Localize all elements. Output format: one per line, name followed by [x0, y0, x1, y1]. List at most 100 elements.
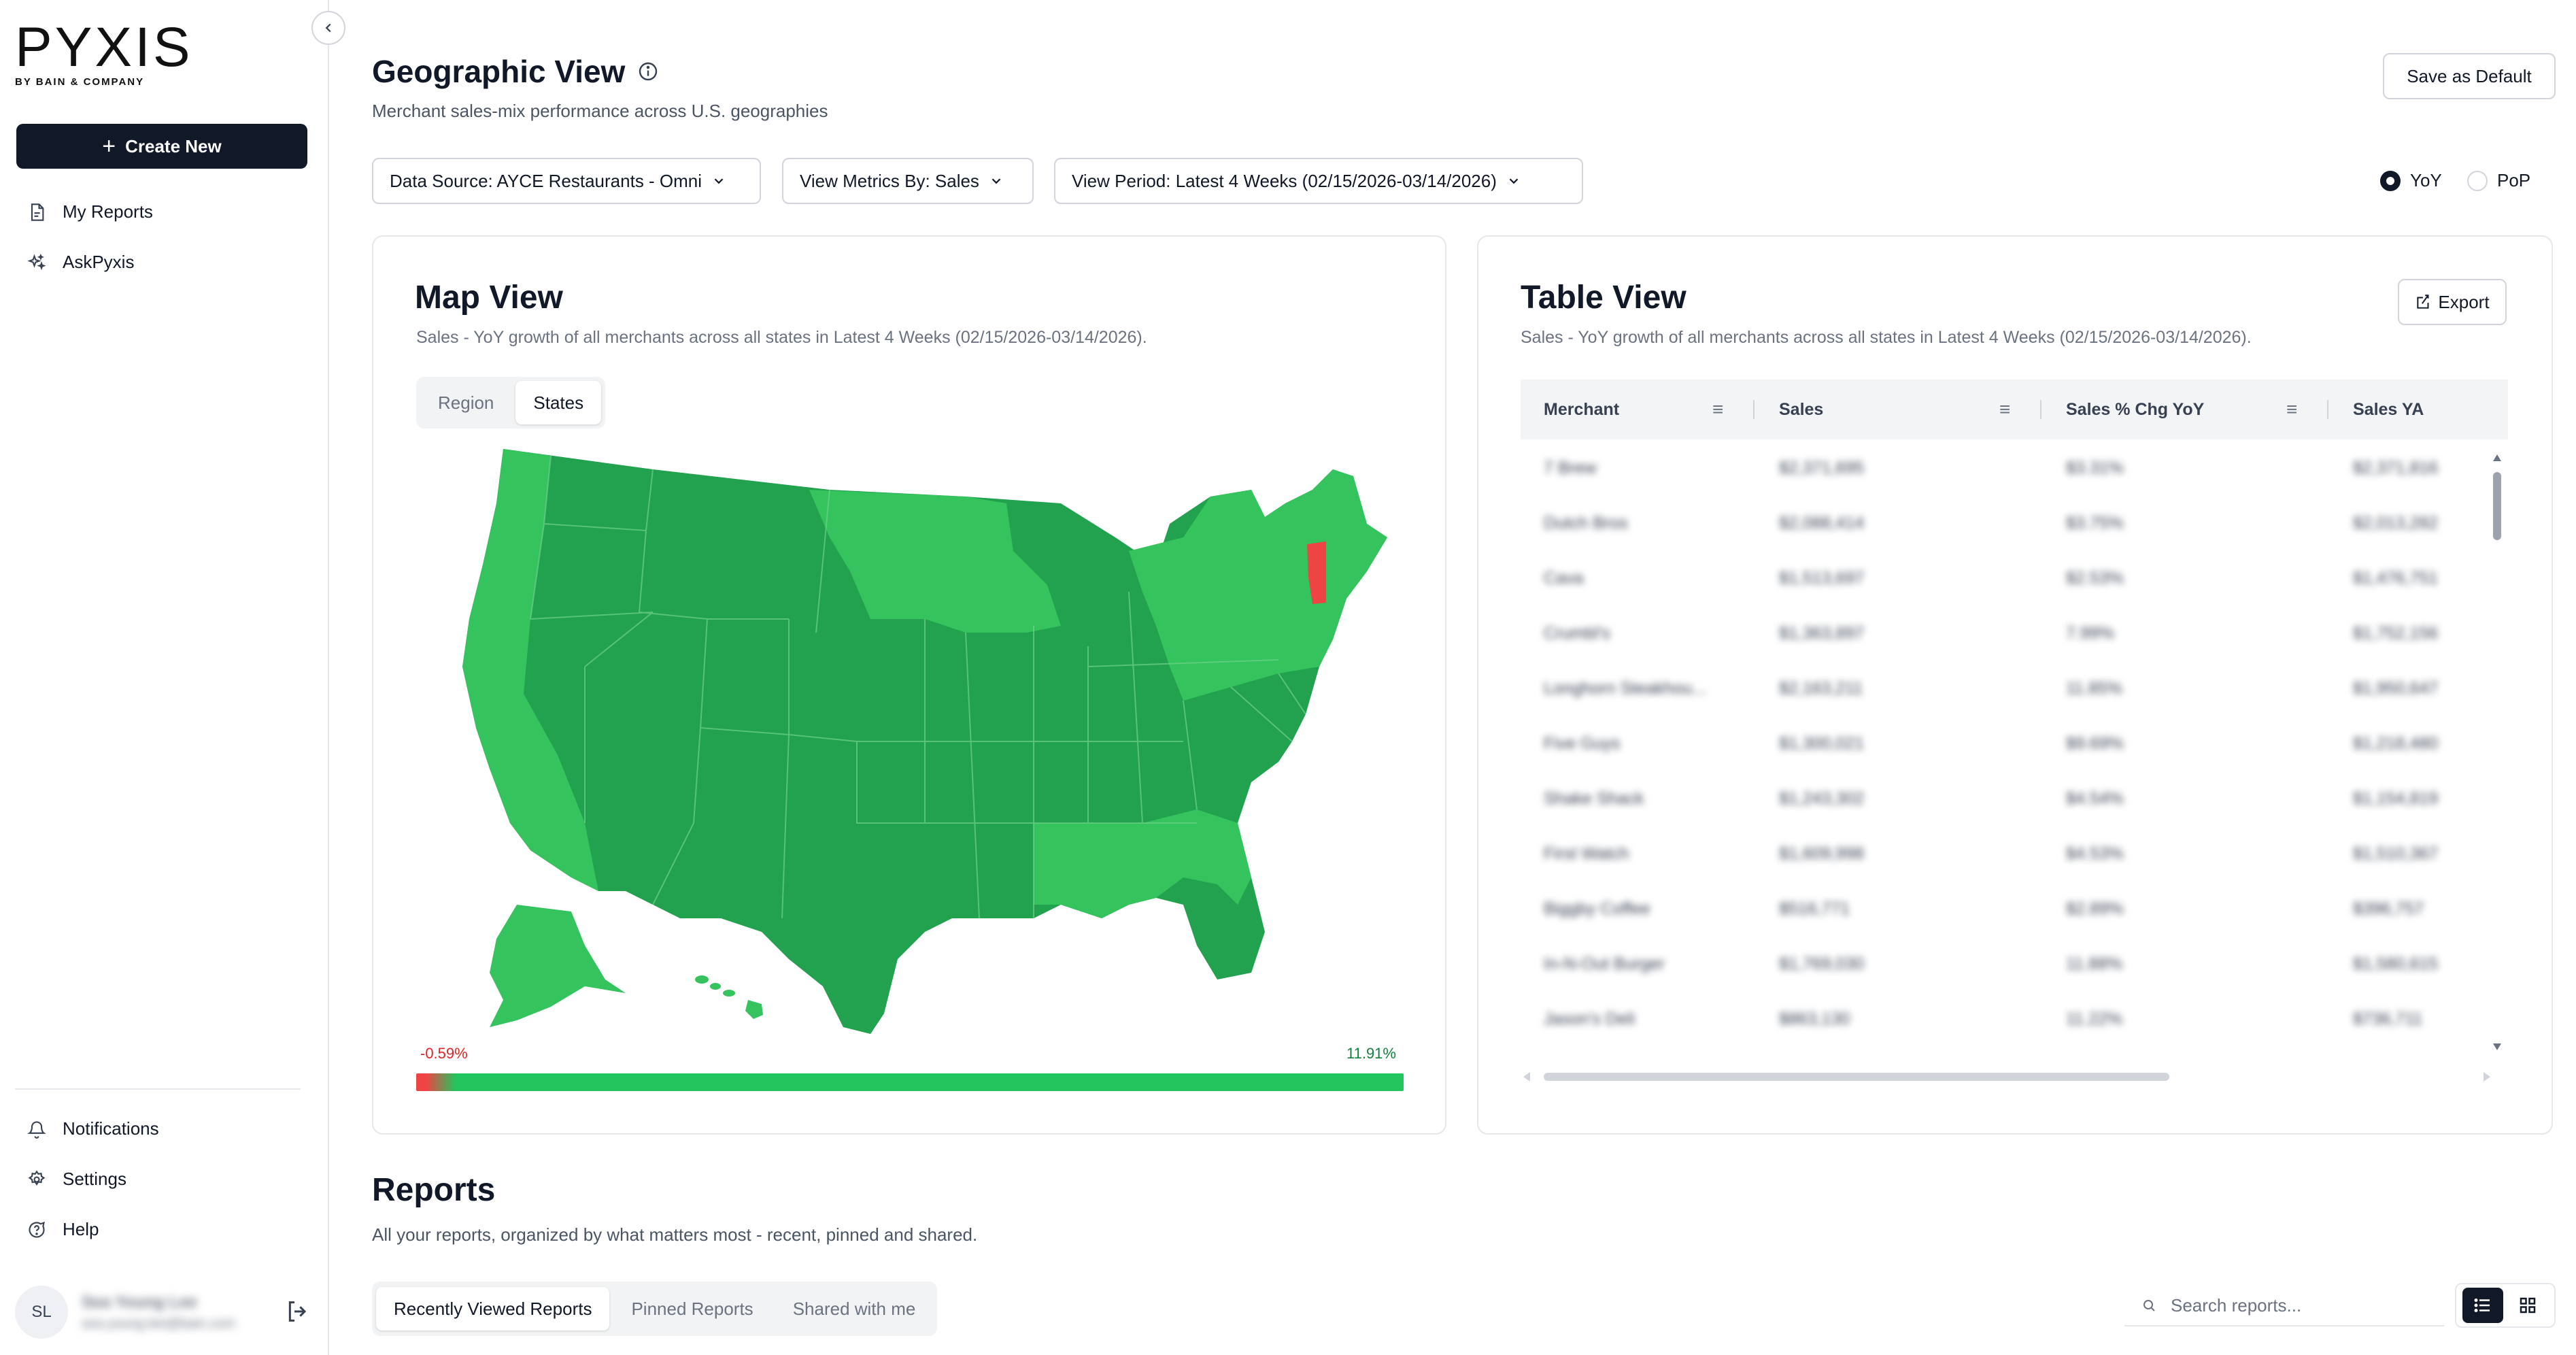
- data-source-select[interactable]: Data Source: AYCE Restaurants - Omni: [372, 158, 761, 204]
- report-icon: [31, 203, 44, 221]
- table-cell: First Watch: [1544, 844, 1629, 863]
- table-row[interactable]: Dutch Bros $2,088,414 $3.75% $2,013,282: [1521, 497, 2493, 552]
- radio-yoy[interactable]: YoY: [2380, 170, 2442, 191]
- map-view-title: Map View: [415, 280, 563, 316]
- create-new-label: Create New: [125, 135, 222, 156]
- table-row[interactable]: Biggby Coffee $516,771 $2.89% $396,757: [1521, 883, 2493, 938]
- column-header-sales-ya[interactable]: Sales YA: [2353, 399, 2424, 419]
- table-row[interactable]: 7 Brew $2,371,695 $3.31% $2,371,816: [1521, 442, 2493, 497]
- table-cell: $396,757: [2353, 899, 2424, 918]
- us-states-map[interactable]: [449, 442, 1408, 1041]
- table-cell: $2,371,695: [1779, 458, 1865, 478]
- table-row[interactable]: Crumbl's $1,363,897 7.99% $1,752,156: [1521, 607, 2493, 663]
- table-cell: $1,154,819: [2353, 789, 2439, 808]
- column-menu-icon[interactable]: ≡: [1712, 399, 1724, 420]
- sidebar-item-settings[interactable]: Settings: [27, 1169, 126, 1190]
- table-cell: $736,711: [2353, 1009, 2423, 1028]
- create-new-button[interactable]: + Create New: [16, 124, 307, 169]
- export-label: Export: [2438, 291, 2490, 312]
- grid-view-button[interactable]: [2507, 1288, 2548, 1323]
- table-cell: $1,300,021: [1779, 734, 1865, 753]
- table-cell: $2,371,816: [2353, 458, 2439, 478]
- view-period-value: View Period: Latest 4 Weeks (02/15/2026-…: [1072, 170, 1497, 191]
- table-cell: In-N-Out Burger: [1544, 954, 1665, 973]
- table-cell: $1,950,647: [2353, 679, 2439, 698]
- legend-color-bar: [416, 1073, 1404, 1091]
- table-row[interactable]: Five Guys $1,300,021 $9.69% $1,218,480: [1521, 718, 2493, 773]
- sidebar-item-notifications[interactable]: Notifications: [27, 1118, 159, 1139]
- table-row[interactable]: Longhorn Steakhou... $2,163,211 11.85% $1,9…: [1521, 663, 2493, 718]
- table-cell: $1,609,998: [1779, 844, 1865, 863]
- tab-region[interactable]: Region: [438, 392, 494, 413]
- list-view-button[interactable]: [2462, 1288, 2503, 1323]
- table-cell: $3.75%: [2066, 514, 2124, 533]
- state-borders: [530, 455, 1306, 919]
- logo-word: PYXIS: [15, 16, 193, 78]
- page-title: Geographic View: [372, 53, 659, 90]
- table-cell: $4.53%: [2066, 844, 2124, 863]
- info-icon[interactable]: [637, 61, 659, 82]
- export-button[interactable]: Export: [2398, 279, 2507, 325]
- sidebar-item-help[interactable]: Help: [27, 1219, 99, 1240]
- chevron-down-icon: [1509, 178, 1519, 184]
- logo-sub: BY BAIN & COMPANY: [15, 76, 145, 88]
- collapse-sidebar-button[interactable]: [311, 11, 345, 45]
- table-row[interactable]: First Watch $1,609,998 $4.53% $1,510,367: [1521, 828, 2493, 883]
- gear-icon: [28, 1169, 46, 1186]
- column-menu-icon[interactable]: ≡: [2286, 399, 2298, 420]
- table-row[interactable]: In-N-Out Burger $1,769,030 11.88% $1,580,61…: [1521, 938, 2493, 993]
- table-cell: $1,752,156: [2353, 624, 2439, 643]
- table-cell: $1,243,302: [1779, 789, 1865, 808]
- state-alaska: [490, 905, 626, 1027]
- table-cell: $3.31%: [2066, 458, 2124, 478]
- table-view-description: Sales - YoY growth of all merchants acro…: [1521, 328, 2252, 347]
- column-header-sales[interactable]: Sales: [1779, 399, 1824, 419]
- sidebar-item-my-reports[interactable]: My Reports: [27, 201, 153, 222]
- horizontal-scrollbar[interactable]: [1521, 1067, 2493, 1087]
- sidebar-item-label: Notifications: [63, 1118, 159, 1139]
- bell-icon: [27, 1120, 46, 1139]
- table-cell: 11.22%: [2066, 1009, 2122, 1028]
- sidebar-item-askpyxis[interactable]: AskPyxis: [27, 252, 134, 273]
- table-cell: $516,771: [1779, 899, 1850, 918]
- chevron-down-icon: [714, 178, 724, 184]
- radio-label: YoY: [2410, 170, 2442, 190]
- view-period-select[interactable]: View Period: Latest 4 Weeks (02/15/2026-…: [1054, 158, 1583, 204]
- reports-title: Reports: [372, 1172, 496, 1208]
- list-icon: [2474, 1299, 2490, 1312]
- column-menu-icon[interactable]: ≡: [1999, 399, 2011, 420]
- table-header: Merchant ≡ Sales ≡ Sales % Chg YoY ≡ Sal…: [1521, 380, 2508, 439]
- tab-pinned[interactable]: Pinned Reports: [631, 1298, 753, 1319]
- legend-min-label: -0.59%: [420, 1045, 468, 1062]
- table-cell: $1,363,897: [1779, 624, 1865, 643]
- sidebar-item-label: AskPyxis: [63, 252, 135, 272]
- state-southeast: [1034, 809, 1251, 918]
- column-header-sales-chg[interactable]: Sales % Chg YoY: [2066, 399, 2205, 419]
- table-view-title: Table View: [1521, 280, 1687, 316]
- view-metrics-select[interactable]: View Metrics By: Sales: [782, 158, 1034, 204]
- tab-shared[interactable]: Shared with me: [792, 1298, 916, 1319]
- search-input[interactable]: Search reports...: [2124, 1286, 2444, 1326]
- column-header-merchant[interactable]: Merchant: [1544, 399, 1620, 419]
- column-separator: [2327, 400, 2328, 419]
- user-profile[interactable]: SL Sea Young Lee sea.young.lee@bain.com: [15, 1286, 279, 1339]
- tab-states[interactable]: States: [515, 381, 602, 424]
- logout-icon[interactable]: [284, 1298, 311, 1328]
- state-west-coast: [462, 449, 598, 891]
- table-row[interactable]: Cava $1,513,697 $2.53% $1,476,751: [1521, 552, 2493, 607]
- tab-recently-viewed[interactable]: Recently Viewed Reports: [376, 1287, 610, 1331]
- chevron-down-icon: [992, 178, 1001, 184]
- table-cell: Five Guys: [1544, 734, 1621, 753]
- avatar: SL: [15, 1286, 68, 1339]
- table-cell: $1,769,030: [1779, 954, 1865, 973]
- pyxis-logo[interactable]: PYXIS BY BAIN & COMPANY: [15, 20, 193, 88]
- map-tabs: Region States: [416, 377, 606, 429]
- table-cell: 11.88%: [2066, 954, 2122, 973]
- vertical-scrollbar[interactable]: [2490, 452, 2504, 1053]
- save-as-default-button[interactable]: Save as Default: [2383, 53, 2556, 99]
- radio-pop[interactable]: PoP: [2467, 170, 2530, 191]
- table-row[interactable]: Jason's Deli $863,130 11.22% $736,711: [1521, 993, 2493, 1048]
- table-row[interactable]: Shake Shack $1,243,302 $4.54% $1,154,819: [1521, 773, 2493, 828]
- sidebar-divider: [15, 1088, 301, 1090]
- help-icon: [29, 1221, 45, 1238]
